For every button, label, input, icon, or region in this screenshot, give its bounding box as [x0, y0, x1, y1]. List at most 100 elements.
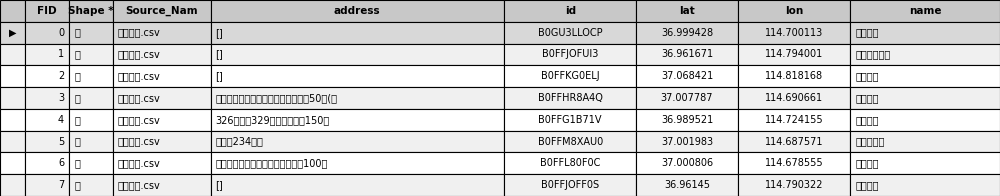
Bar [636, 152, 738, 174]
Bar [850, 152, 1000, 174]
Bar [113, 0, 211, 22]
Bar [504, 152, 636, 174]
Bar [738, 174, 850, 196]
Bar [0, 174, 25, 196]
Text: 7: 7 [58, 180, 64, 190]
Bar [0, 0, 25, 22]
Bar [0, 109, 25, 131]
Bar [69, 131, 113, 152]
Bar [69, 44, 113, 65]
Text: 114.724155: 114.724155 [765, 115, 823, 125]
Text: 36.96145: 36.96145 [664, 180, 710, 190]
Bar [738, 131, 850, 152]
Bar [211, 131, 504, 152]
Bar [0, 152, 25, 174]
Bar [738, 0, 850, 22]
Bar [504, 0, 636, 22]
Text: 1: 1 [58, 49, 64, 59]
Text: 便民商店.csv: 便民商店.csv [118, 71, 161, 81]
Text: 4: 4 [58, 115, 64, 125]
Bar [211, 22, 504, 44]
Bar [69, 22, 113, 44]
Text: 点: 点 [74, 49, 80, 59]
Bar [113, 109, 211, 131]
Bar [850, 109, 1000, 131]
Text: 36.961671: 36.961671 [661, 49, 713, 59]
Bar [69, 0, 113, 22]
Bar [0, 131, 25, 152]
Bar [636, 109, 738, 131]
Bar [850, 0, 1000, 22]
Text: B0FFL80F0C: B0FFL80F0C [540, 158, 600, 168]
Bar [211, 152, 504, 174]
Bar [504, 65, 636, 87]
Text: 点: 点 [74, 115, 80, 125]
Text: 百货商店: 百货商店 [855, 71, 879, 81]
Text: B0FFKG0ELJ: B0FFKG0ELJ [541, 71, 600, 81]
Text: 恒通商店: 恒通商店 [855, 115, 879, 125]
Text: 点: 点 [74, 71, 80, 81]
Bar [850, 22, 1000, 44]
Text: 便民商店.csv: 便民商店.csv [118, 115, 161, 125]
Bar [636, 131, 738, 152]
Text: B0FFHR8A4Q: B0FFHR8A4Q [538, 93, 603, 103]
Text: 小明商店: 小明商店 [855, 93, 879, 103]
Text: 36.999428: 36.999428 [661, 28, 713, 38]
Text: 便民商店.csv: 便民商店.csv [118, 49, 161, 59]
Text: 便民商店: 便民商店 [855, 28, 879, 38]
Bar [738, 109, 850, 131]
Bar [636, 174, 738, 196]
Bar [211, 65, 504, 87]
Text: Source_Nam: Source_Nam [125, 6, 198, 16]
Bar [850, 65, 1000, 87]
Text: 点: 点 [74, 93, 80, 103]
Text: 36.989521: 36.989521 [661, 115, 713, 125]
Bar [636, 22, 738, 44]
Text: 114.690661: 114.690661 [765, 93, 823, 103]
Text: 商业大街与开元路交叉路口在西约100米: 商业大街与开元路交叉路口在西约100米 [216, 158, 328, 168]
Text: B0GU3LLOCP: B0GU3LLOCP [538, 28, 603, 38]
Bar [113, 174, 211, 196]
Bar [738, 22, 850, 44]
Bar [25, 87, 69, 109]
Bar [113, 87, 211, 109]
Bar [25, 65, 69, 87]
Text: 6: 6 [58, 158, 64, 168]
Bar [850, 44, 1000, 65]
Bar [211, 0, 504, 22]
Text: lon: lon [785, 6, 803, 16]
Bar [738, 44, 850, 65]
Bar [25, 44, 69, 65]
Text: 便民商店.csv: 便民商店.csv [118, 93, 161, 103]
Text: 2: 2 [58, 71, 64, 81]
Bar [636, 44, 738, 65]
Text: 便民日杂百货: 便民日杂百货 [855, 49, 891, 59]
Text: []: [] [216, 180, 223, 190]
Text: 37.001983: 37.001983 [661, 137, 713, 147]
Bar [25, 131, 69, 152]
Text: []: [] [216, 71, 223, 81]
Bar [211, 44, 504, 65]
Bar [850, 131, 1000, 152]
Text: 便民商店.csv: 便民商店.csv [118, 158, 161, 168]
Text: name: name [909, 6, 941, 16]
Bar [69, 109, 113, 131]
Text: 114.794001: 114.794001 [765, 49, 823, 59]
Bar [504, 44, 636, 65]
Bar [504, 131, 636, 152]
Text: 326省道与329省道交叉口东150米: 326省道与329省道交叉口东150米 [216, 115, 330, 125]
Bar [113, 22, 211, 44]
Text: B0FFM8XAU0: B0FFM8XAU0 [538, 137, 603, 147]
Text: 114.678555: 114.678555 [765, 158, 823, 168]
Bar [504, 87, 636, 109]
Bar [25, 174, 69, 196]
Bar [113, 65, 211, 87]
Bar [636, 87, 738, 109]
Bar [25, 22, 69, 44]
Text: 114.687571: 114.687571 [765, 137, 823, 147]
Bar [636, 65, 738, 87]
Bar [504, 174, 636, 196]
Bar [738, 87, 850, 109]
Text: B0FFG1B71V: B0FFG1B71V [538, 115, 602, 125]
Text: 114.818168: 114.818168 [765, 71, 823, 81]
